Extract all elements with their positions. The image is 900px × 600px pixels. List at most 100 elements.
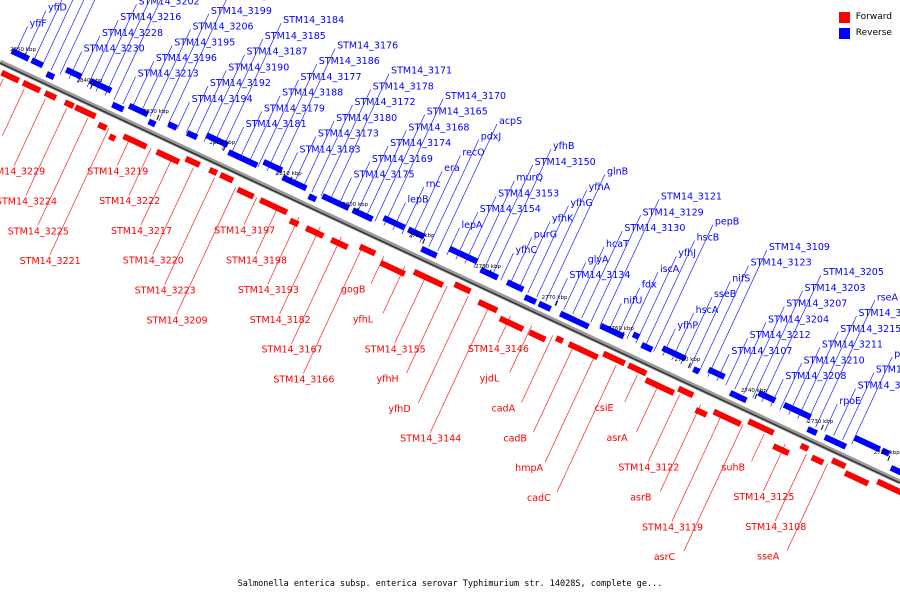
gene-label: STM14_3194	[192, 94, 253, 105]
label-connector	[284, 152, 298, 180]
label-connector	[37, 118, 88, 226]
gene-label: STM14_3129	[643, 207, 704, 218]
reverse-gene	[307, 193, 318, 203]
reverse-gene	[167, 121, 178, 131]
gene-label: STM14_3209	[146, 315, 207, 326]
reverse-gene	[420, 246, 438, 259]
gene-label: STM14_3146	[468, 344, 529, 355]
gene-label: yfhP	[677, 321, 698, 332]
forward-gene	[694, 407, 708, 418]
gene-label: STM14_3221	[20, 256, 81, 267]
legend-forward: Forward	[838, 9, 892, 25]
forward-gene	[74, 104, 97, 120]
forward-gene	[43, 90, 58, 101]
label-connector	[617, 287, 640, 335]
label-connector	[544, 355, 596, 463]
reverse-gene	[707, 366, 726, 380]
reverse-gene	[448, 245, 479, 265]
label-connector	[406, 285, 448, 374]
label-connector	[556, 364, 617, 493]
gene-label: lepA	[461, 220, 483, 231]
reverse-gene	[523, 294, 538, 305]
gene-label: yfhG	[570, 198, 592, 209]
label-connector	[49, 128, 110, 256]
label-connector	[653, 224, 714, 352]
gene-label: gogB	[341, 285, 365, 296]
gene-label: yjdL	[480, 374, 500, 385]
tick-mark	[555, 300, 559, 307]
gene-label: yfhL	[353, 314, 374, 325]
forward-gene	[830, 457, 847, 470]
gene-label: STM14_3188	[282, 88, 343, 99]
gene-label: STM14_3173	[318, 129, 379, 140]
gene-label: STM14_3191	[229, 0, 290, 1]
gene-label: pepB	[715, 217, 739, 228]
gene-label: yfhC	[515, 245, 537, 256]
gene-label: STM14_3192	[210, 78, 271, 89]
label-connector	[644, 240, 695, 348]
forward-gene	[288, 217, 300, 228]
label-connector	[401, 186, 425, 235]
tick-label: 2780 kbp	[475, 264, 501, 270]
label-connector	[243, 197, 258, 225]
gene-label: hmpA	[515, 463, 543, 474]
gene-label: STM14_3199	[211, 6, 272, 17]
label-connector	[533, 345, 575, 433]
label-connector	[527, 205, 569, 293]
reverse-gene	[10, 48, 31, 62]
label-connector	[131, 60, 155, 109]
gene-label: yfiD	[48, 3, 67, 14]
gene-label: STM14_3165	[427, 107, 488, 118]
gene-label: STM14_3168	[408, 122, 469, 133]
label-connector	[763, 443, 786, 492]
label-connector	[68, 51, 82, 79]
reverse-gene	[127, 102, 150, 118]
label-connector	[365, 130, 407, 218]
forward-gene	[21, 79, 42, 94]
reverse-gene	[406, 226, 426, 240]
label-connector	[158, 13, 210, 121]
gene-label: STM14_3204	[768, 314, 829, 325]
label-connector	[275, 48, 336, 176]
gene-label: STM14_3229	[0, 167, 45, 178]
label-connector	[659, 404, 702, 492]
gene-label: STM14_3170	[445, 91, 506, 102]
gene-label: fdx	[642, 280, 657, 291]
label-connector	[599, 199, 660, 327]
legend-reverse: Reverse	[838, 25, 892, 41]
gene-label: STM14_3230	[84, 44, 145, 55]
tick-mark	[621, 331, 625, 338]
label-connector	[428, 139, 479, 247]
label-connector	[455, 212, 479, 260]
label-connector	[608, 303, 622, 331]
label-connector	[590, 215, 641, 323]
forward-gene	[567, 341, 599, 361]
gene-label: STM14_3125	[733, 492, 794, 503]
forward-gene	[876, 478, 900, 496]
label-connector	[779, 363, 802, 411]
reverse-gene	[227, 149, 259, 169]
gene-label: STM14_3208	[785, 371, 846, 382]
label-connector	[14, 26, 28, 54]
reverse-gene	[185, 130, 199, 141]
label-connector	[329, 73, 390, 201]
label-connector	[212, 38, 264, 147]
label-connector	[152, 167, 194, 255]
forward-gene	[379, 260, 406, 277]
label-connector	[266, 64, 318, 172]
label-connector	[356, 145, 389, 214]
label-connector	[851, 356, 893, 445]
gene-label: STM14_3216	[120, 12, 181, 23]
gene-label: STM14_3109	[769, 242, 830, 253]
label-connector	[842, 372, 875, 440]
gene-label: STM14_3211	[822, 340, 883, 351]
gene-label: csiE	[595, 403, 614, 414]
label-connector	[50, 0, 85, 71]
gene-label: STM14_3197	[214, 225, 275, 236]
label-connector	[554, 278, 568, 306]
label-connector	[302, 120, 335, 189]
gene-label: suhB	[722, 462, 746, 473]
tick-label: 2720 kbp	[874, 450, 900, 456]
label-connector	[194, 70, 227, 138]
label-connector	[23, 10, 47, 58]
